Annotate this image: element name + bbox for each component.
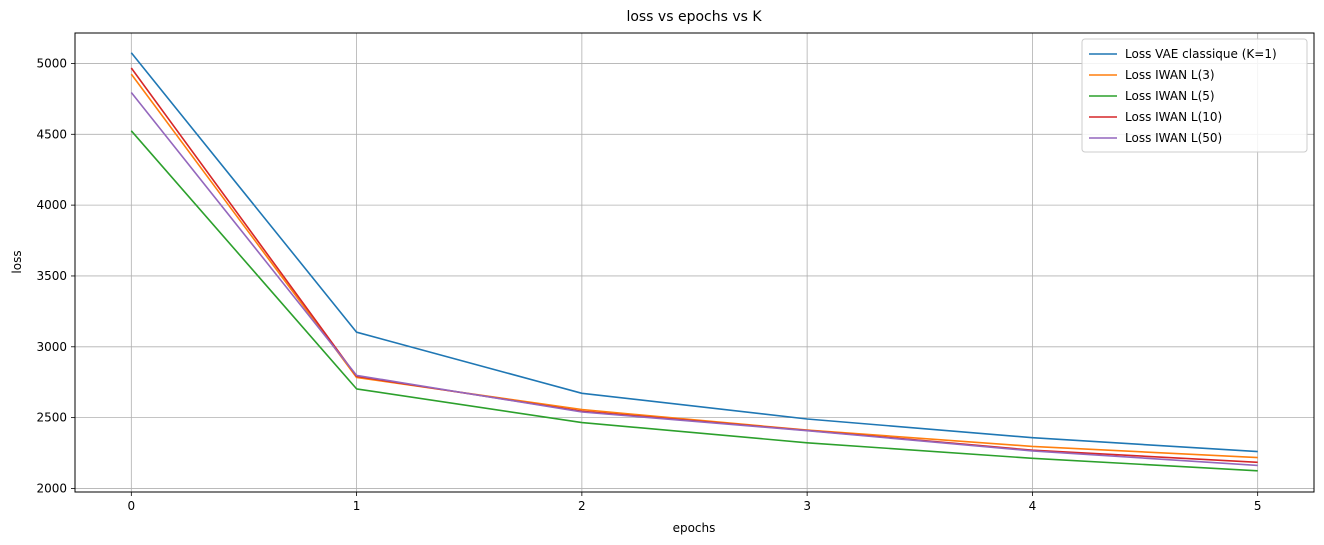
legend-label: Loss IWAN L(5)	[1125, 89, 1215, 103]
y-tick-label: 2500	[36, 411, 67, 425]
x-tick-label: 2	[578, 499, 586, 513]
y-axis-title: loss	[10, 250, 24, 273]
y-tick-label: 3500	[36, 269, 67, 283]
x-tick-label: 5	[1254, 499, 1262, 513]
x-tick-label: 4	[1029, 499, 1037, 513]
series-lines	[130, 52, 1258, 472]
grid	[75, 33, 1314, 492]
legend: Loss VAE classique (K=1) Loss IWAN L(3) Lo…	[1081, 38, 1308, 153]
plot-frame	[74, 32, 1315, 493]
x-axis-ticks: 0 1 2 3 4 5	[127, 492, 1262, 513]
y-tick-label: 5000	[36, 56, 67, 70]
series-line-1	[130, 52, 1258, 453]
y-tick-label: 4500	[36, 127, 67, 141]
legend-label: Loss IWAN L(50)	[1125, 131, 1222, 145]
legend-label: Loss IWAN L(10)	[1125, 110, 1222, 124]
y-tick-label: 4000	[36, 198, 67, 212]
series-line-3	[130, 130, 1258, 472]
x-tick-label: 3	[803, 499, 811, 513]
legend-box	[1081, 38, 1308, 153]
y-tick-label: 3000	[36, 340, 67, 354]
x-axis-title: epochs	[673, 521, 716, 535]
x-tick-label: 1	[353, 499, 361, 513]
legend-label: Loss VAE classique (K=1)	[1125, 47, 1277, 61]
legend-label: Loss IWAN L(3)	[1125, 68, 1215, 82]
series-line-2	[130, 73, 1258, 459]
y-tick-label: 2000	[36, 481, 67, 495]
y-axis-ticks: 2000 2500 3000 3500 4000 4500 5000	[36, 56, 75, 495]
series-line-5	[130, 92, 1258, 467]
x-tick-label: 0	[127, 499, 135, 513]
chart-title: loss vs epochs vs K	[626, 9, 762, 25]
